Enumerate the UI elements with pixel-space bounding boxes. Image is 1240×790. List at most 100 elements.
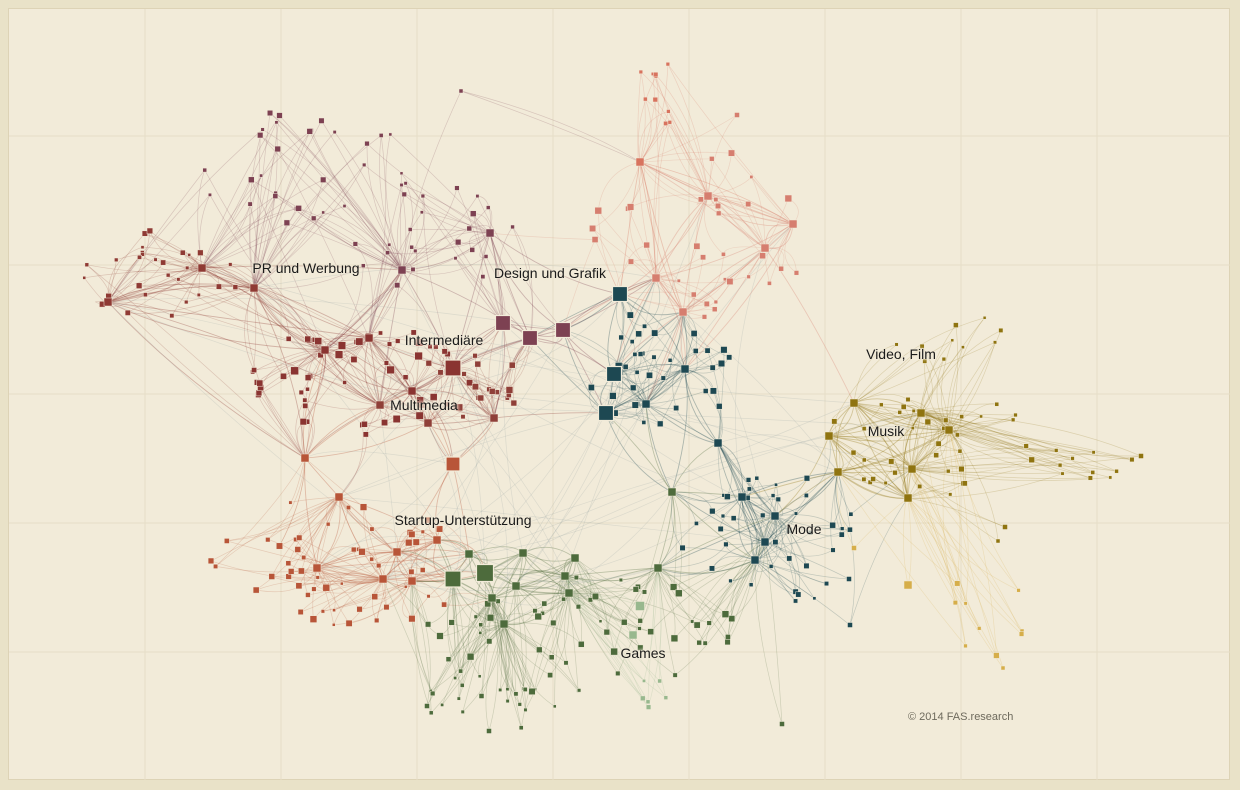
network-edge bbox=[297, 549, 384, 580]
network-edge bbox=[682, 279, 726, 313]
network-edge bbox=[828, 404, 882, 437]
network-node bbox=[187, 253, 191, 257]
network-node bbox=[424, 703, 430, 709]
network-edge bbox=[343, 337, 370, 383]
network-edge bbox=[947, 347, 964, 431]
network-edge bbox=[853, 497, 909, 549]
network-node bbox=[627, 258, 634, 265]
network-node bbox=[1010, 417, 1016, 422]
network-edge bbox=[911, 468, 1019, 591]
network-node bbox=[673, 405, 680, 411]
network-node bbox=[550, 619, 557, 626]
network-edge bbox=[654, 122, 671, 279]
network-edge bbox=[201, 208, 297, 269]
network-edge bbox=[107, 301, 370, 339]
network-edge bbox=[564, 575, 582, 645]
network-edge bbox=[309, 375, 381, 406]
network-node bbox=[1108, 475, 1113, 480]
network-edge bbox=[911, 468, 999, 542]
network-edge bbox=[639, 98, 652, 163]
network-edge bbox=[489, 232, 504, 324]
network-node bbox=[224, 538, 230, 544]
network-node bbox=[663, 121, 669, 126]
network-edge bbox=[764, 247, 797, 273]
network-edge bbox=[385, 134, 403, 271]
network-edge bbox=[401, 188, 458, 271]
network-edge bbox=[288, 496, 340, 564]
network-edge bbox=[639, 161, 701, 200]
network-edge bbox=[290, 496, 340, 572]
network-edge bbox=[564, 195, 709, 577]
network-node bbox=[383, 360, 389, 366]
network-node bbox=[703, 300, 710, 307]
network-edge bbox=[657, 544, 727, 569]
network-edge bbox=[316, 553, 470, 569]
network-node bbox=[394, 282, 401, 289]
network-edge bbox=[107, 285, 255, 303]
network-edge bbox=[741, 496, 758, 561]
network-node bbox=[140, 245, 145, 250]
network-edge bbox=[682, 281, 731, 313]
network-edge bbox=[672, 280, 684, 313]
network-edge bbox=[639, 161, 794, 225]
network-edge bbox=[653, 111, 669, 279]
network-edge bbox=[478, 623, 505, 677]
network-node bbox=[135, 282, 143, 289]
network-edge bbox=[911, 468, 1004, 669]
network-node bbox=[748, 582, 754, 587]
network-edge bbox=[411, 351, 446, 392]
network-edge bbox=[748, 223, 794, 277]
network-node bbox=[1091, 450, 1096, 455]
network-edge bbox=[253, 130, 312, 289]
network-edge bbox=[777, 223, 794, 269]
network-edge bbox=[446, 578, 461, 672]
network-edge bbox=[639, 99, 656, 163]
network-node bbox=[888, 458, 895, 465]
network-edge bbox=[489, 232, 596, 240]
network-edge bbox=[452, 463, 470, 555]
network-edge bbox=[260, 349, 326, 388]
network-edge bbox=[209, 194, 326, 351]
network-edge bbox=[907, 457, 1073, 499]
network-node bbox=[957, 448, 963, 454]
network-edge bbox=[470, 597, 493, 657]
network-node bbox=[905, 397, 911, 402]
network-edge bbox=[574, 557, 636, 590]
network-node bbox=[369, 556, 374, 562]
network-node bbox=[963, 601, 968, 606]
network-edge bbox=[489, 232, 621, 295]
network-edge bbox=[253, 287, 381, 406]
network-node bbox=[897, 410, 902, 415]
network-edge bbox=[321, 120, 403, 271]
network-edge bbox=[948, 429, 997, 656]
network-node bbox=[795, 591, 802, 598]
network-edge bbox=[432, 597, 493, 694]
network-node bbox=[870, 476, 876, 482]
network-hub-node bbox=[597, 404, 615, 422]
network-node bbox=[946, 468, 951, 474]
network-node bbox=[1000, 665, 1006, 671]
network-edge bbox=[639, 567, 659, 629]
network-edge bbox=[411, 232, 491, 250]
network-edge bbox=[853, 394, 909, 404]
network-edge bbox=[107, 301, 172, 317]
network-node bbox=[399, 171, 404, 176]
network-node bbox=[632, 586, 639, 593]
network-edge bbox=[469, 597, 493, 657]
network-edge bbox=[484, 412, 922, 574]
network-edge bbox=[365, 418, 429, 435]
network-edge bbox=[731, 541, 766, 619]
network-edge bbox=[837, 429, 950, 473]
network-edge bbox=[267, 496, 340, 540]
network-node bbox=[697, 196, 704, 203]
network-edge bbox=[411, 402, 855, 582]
network-edge bbox=[307, 578, 384, 596]
network-node bbox=[459, 683, 465, 688]
network-node bbox=[709, 387, 717, 395]
network-edge bbox=[828, 435, 913, 470]
network-hub-node bbox=[750, 555, 760, 565]
network-node bbox=[667, 358, 673, 363]
network-edge bbox=[304, 404, 381, 459]
network-edge bbox=[645, 98, 709, 197]
network-edge bbox=[948, 429, 997, 656]
